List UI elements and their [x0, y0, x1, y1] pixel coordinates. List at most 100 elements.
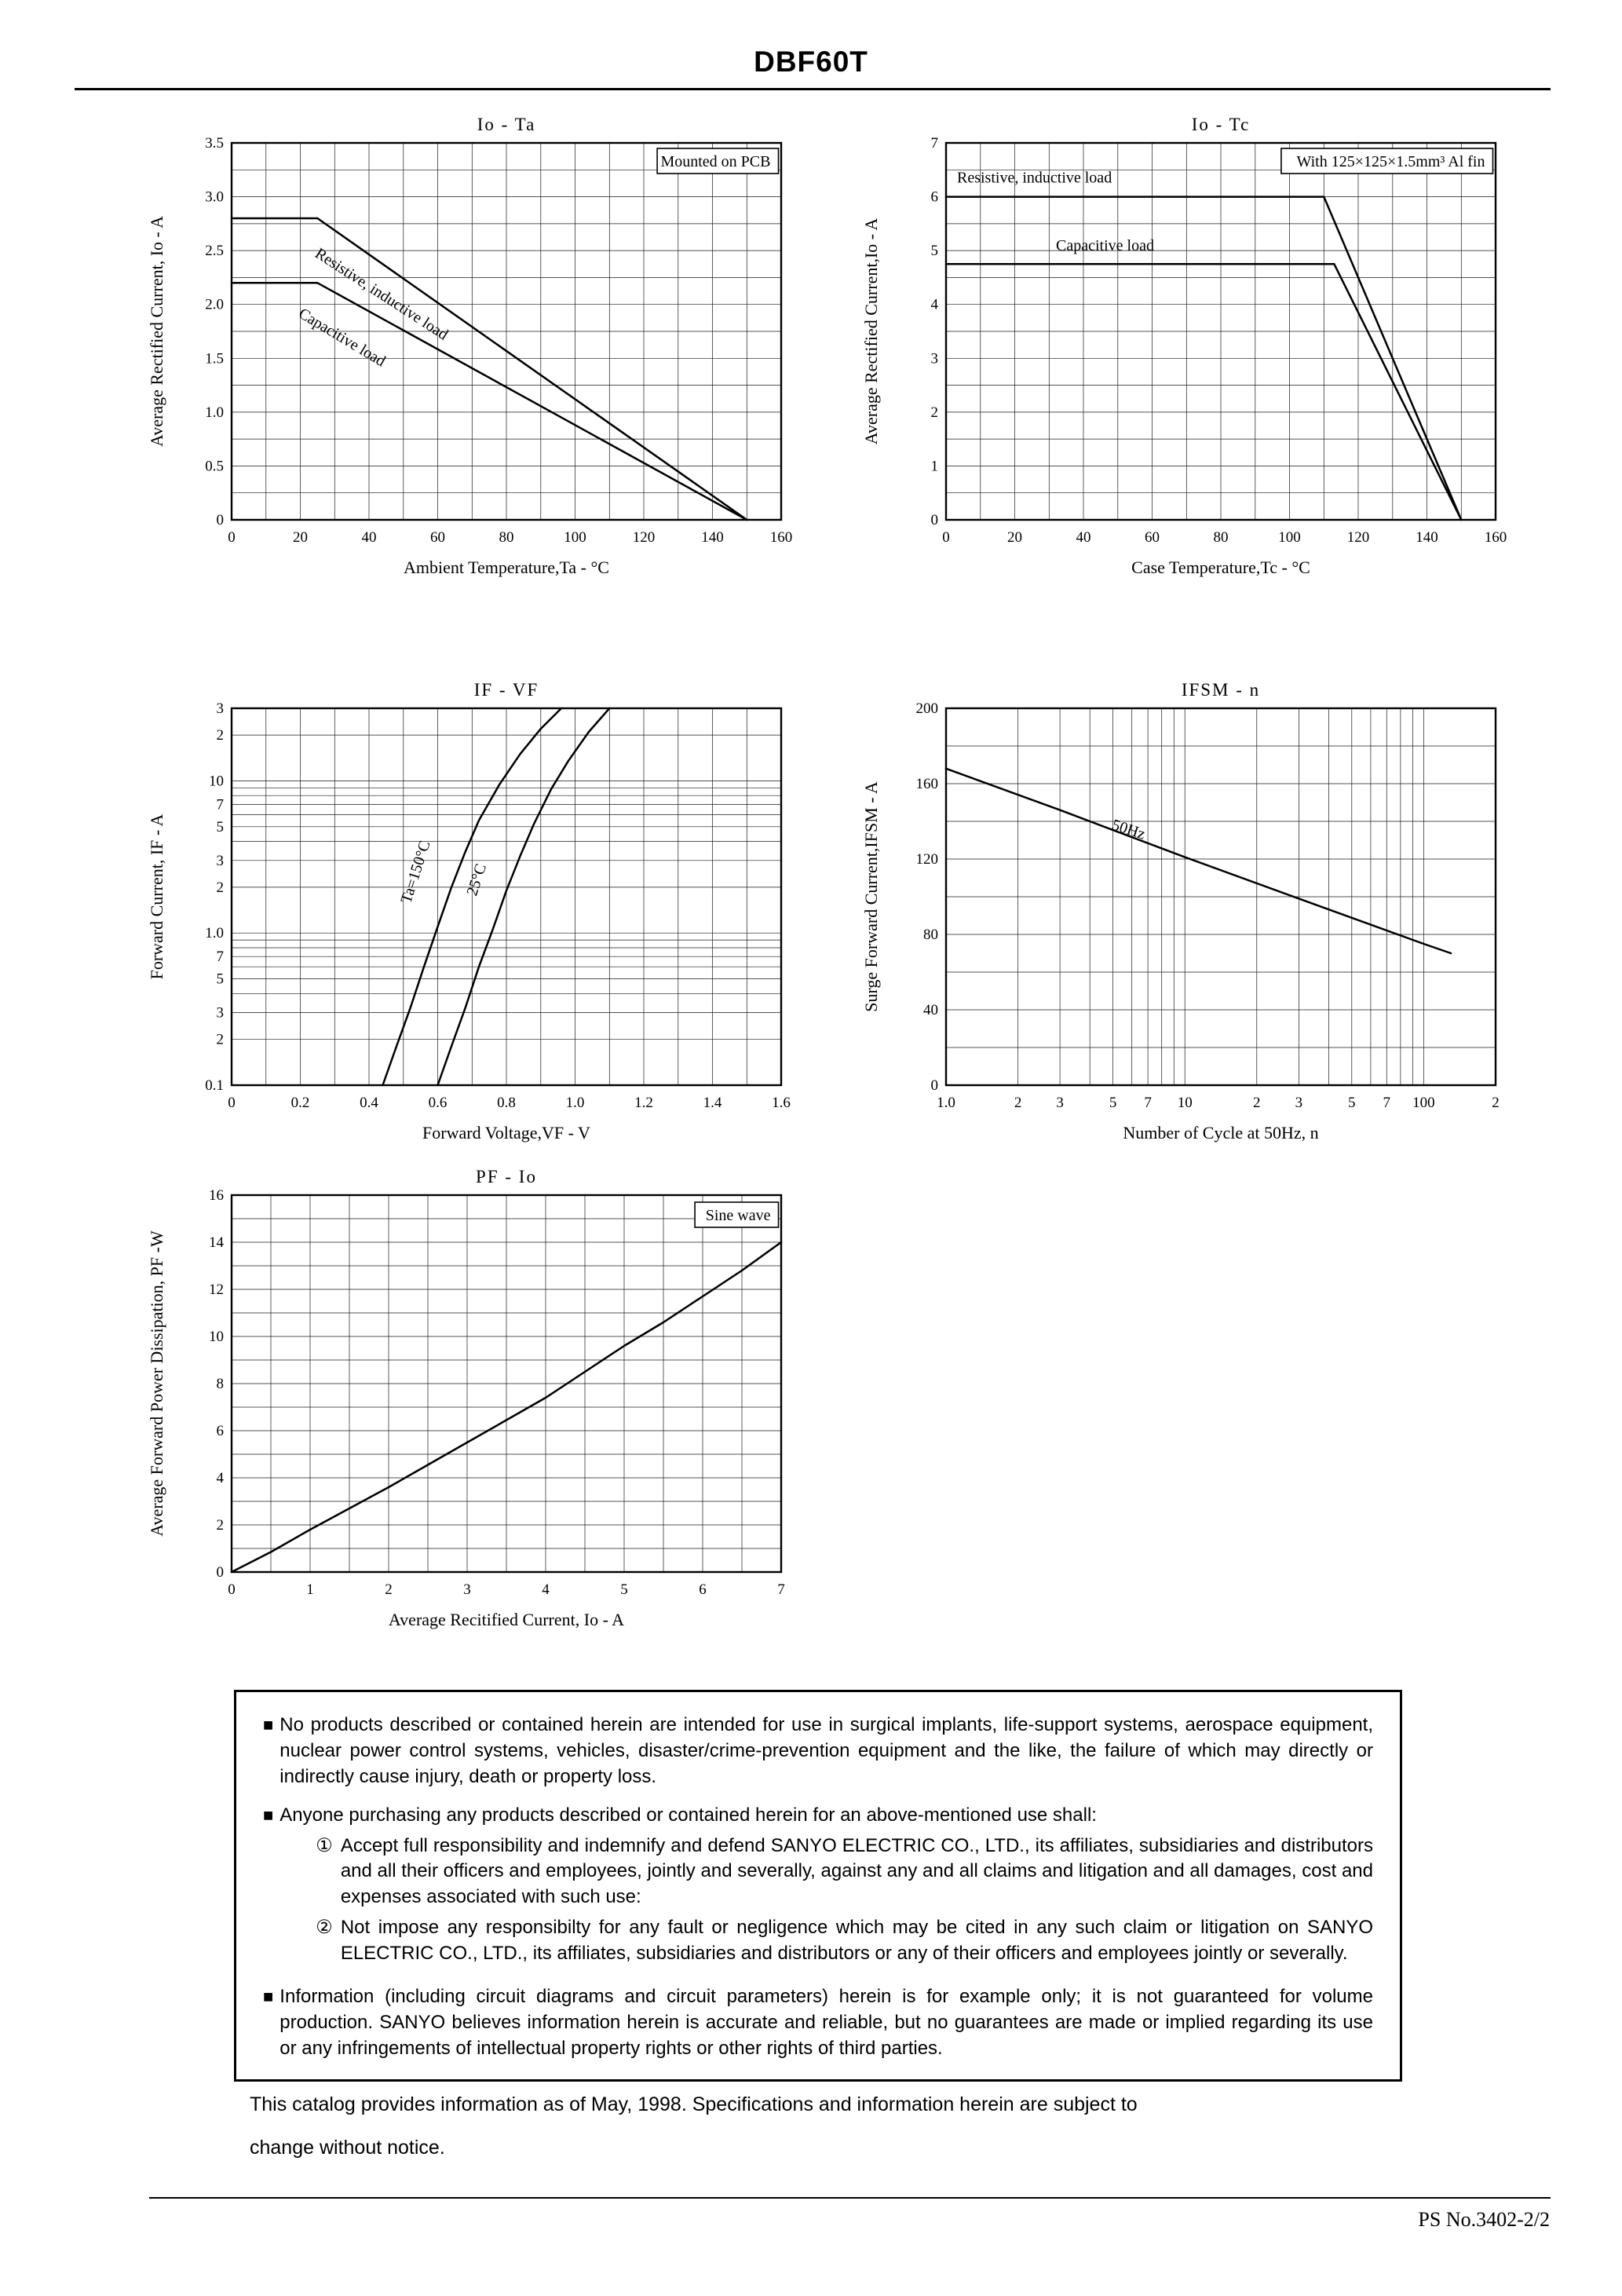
- svg-text:Mounted on PCB: Mounted on PCB: [660, 153, 770, 170]
- svg-text:Case Temperature,Tc - °C: Case Temperature,Tc - °C: [1131, 558, 1310, 577]
- chart-ifsm-n: 1.0 2 3 5 7 10 2 3 5 7 100 2 0 40 80 120 160 200 50Hz IFSM …: [852, 675, 1543, 1156]
- chart-pf-io: 0 1 2 3 4 5 6 7 0 2 4 6 8 10 12 14 16 Sine wave PF - Io Ave…: [137, 1162, 828, 1643]
- svg-text:3.5: 3.5: [205, 135, 224, 152]
- svg-text:Forward Current, IF - A: Forward Current, IF - A: [147, 813, 166, 979]
- svg-text:1.0: 1.0: [937, 1095, 955, 1111]
- svg-text:1.2: 1.2: [634, 1095, 653, 1111]
- disclaimer-subitem: ② Not impose any responsibilty for any f…: [316, 1915, 1373, 1967]
- svg-text:80: 80: [499, 529, 514, 546]
- svg-text:0: 0: [942, 529, 950, 546]
- disclaimer-item: ■ No products described or contained her…: [263, 1713, 1373, 1790]
- svg-text:20: 20: [1007, 529, 1022, 546]
- svg-text:2: 2: [217, 1517, 225, 1534]
- svg-text:20: 20: [293, 529, 308, 546]
- svg-text:Io - Ta: Io - Ta: [477, 115, 536, 134]
- svg-text:Number of Cycle at 50Hz, n: Number of Cycle at 50Hz, n: [1123, 1123, 1318, 1143]
- svg-text:Capacitive load: Capacitive load: [1056, 237, 1154, 254]
- svg-text:7: 7: [931, 135, 939, 152]
- svg-text:120: 120: [916, 851, 939, 868]
- svg-text:4: 4: [931, 297, 939, 313]
- svg-text:10: 10: [1178, 1095, 1193, 1111]
- svg-text:40: 40: [1076, 529, 1091, 546]
- square-bullet-icon: ■: [263, 1804, 274, 1825]
- svg-text:100: 100: [564, 529, 586, 546]
- svg-text:2: 2: [217, 727, 225, 744]
- svg-text:5: 5: [931, 243, 939, 259]
- svg-text:5: 5: [1348, 1095, 1356, 1111]
- svg-text:6: 6: [931, 189, 939, 206]
- svg-text:0: 0: [931, 1077, 939, 1094]
- svg-text:0: 0: [217, 512, 225, 528]
- svg-text:7: 7: [777, 1581, 785, 1598]
- svg-text:1.6: 1.6: [772, 1095, 791, 1111]
- svg-text:200: 200: [916, 700, 939, 717]
- svg-text:160: 160: [916, 776, 939, 792]
- circled-one-icon: ①: [316, 1834, 333, 1856]
- svg-text:14: 14: [209, 1234, 225, 1251]
- svg-text:100: 100: [1412, 1095, 1435, 1111]
- top-rule: [75, 88, 1551, 90]
- svg-text:6: 6: [217, 1423, 225, 1439]
- svg-text:7: 7: [1144, 1095, 1152, 1111]
- svg-text:0: 0: [217, 1564, 225, 1581]
- chart-svg: 0 0.2 0.4 0.6 0.8 1.0 1.2 1.4 1.6 0.1 2 3 5 7 1.0 2 3 5 7 1…: [147, 680, 791, 1143]
- svg-text:3: 3: [217, 700, 225, 717]
- svg-text:50Hz: 50Hz: [1109, 816, 1147, 843]
- svg-text:2: 2: [385, 1581, 393, 1598]
- svg-text:80: 80: [923, 927, 938, 943]
- svg-text:160: 160: [770, 529, 793, 546]
- svg-text:0: 0: [931, 512, 939, 528]
- svg-text:Average Rectified Current, Io: Average Rectified Current, Io - A: [147, 216, 166, 447]
- svg-text:2: 2: [217, 879, 225, 896]
- disclaimer-item: ■ Anyone purchasing any products describ…: [263, 1803, 1373, 1972]
- square-bullet-icon: ■: [263, 1715, 274, 1735]
- disclaimer-box: ■ No products described or contained her…: [234, 1690, 1402, 2082]
- svg-text:0.1: 0.1: [205, 1077, 224, 1094]
- svg-text:2: 2: [1492, 1095, 1500, 1111]
- disclaimer-item: ■ Information (including circuit diagram…: [263, 1984, 1373, 2062]
- svg-text:1.0: 1.0: [205, 404, 224, 421]
- svg-text:7: 7: [1383, 1095, 1391, 1111]
- circled-two-icon: ②: [316, 1917, 333, 1939]
- svg-text:1.0: 1.0: [566, 1095, 585, 1111]
- disclaimer-subtext: Accept full responsibility and indemnify…: [340, 1834, 1373, 1908]
- svg-text:IFSM - n: IFSM - n: [1182, 680, 1260, 700]
- svg-text:40: 40: [362, 529, 377, 546]
- svg-text:Ta=150°C: Ta=150°C: [397, 839, 433, 905]
- svg-text:0: 0: [228, 1581, 236, 1598]
- svg-text:Sine wave: Sine wave: [706, 1207, 771, 1224]
- svg-text:7: 7: [217, 949, 225, 965]
- svg-text:Ambient Temperature,Ta - °C: Ambient Temperature,Ta - °C: [404, 558, 609, 577]
- svg-text:140: 140: [701, 529, 724, 546]
- disclaimer-subitem: ① Accept full responsibility and indemni…: [316, 1834, 1373, 1911]
- svg-text:160: 160: [1485, 529, 1507, 546]
- disclaimer-text: Anyone purchasing any products described…: [279, 1804, 1097, 1826]
- svg-text:0.4: 0.4: [360, 1095, 378, 1111]
- svg-text:10: 10: [209, 1329, 224, 1345]
- svg-text:Forward Voltage,VF - V: Forward Voltage,VF - V: [422, 1123, 590, 1143]
- svg-text:40: 40: [923, 1002, 938, 1018]
- svg-text:5: 5: [217, 971, 225, 988]
- svg-text:100: 100: [1278, 529, 1301, 546]
- svg-text:3: 3: [463, 1581, 471, 1598]
- chart-io-tc: 0 20 40 60 80 100 120 140 160 0 1 2 3 4 5 6 7 With 125×12…: [852, 110, 1543, 590]
- svg-text:3: 3: [1056, 1095, 1064, 1111]
- svg-text:4: 4: [542, 1581, 550, 1598]
- svg-text:3: 3: [1295, 1095, 1303, 1111]
- chart-svg: 1.0 2 3 5 7 10 2 3 5 7 100 2 0 40 80 120 160 200 50Hz IFSM …: [861, 680, 1500, 1143]
- svg-text:Average Forward Power Dissipat: Average Forward Power Dissipation, PF -W: [147, 1230, 166, 1537]
- footer-note: This catalog provides information as of …: [250, 2092, 1364, 2177]
- svg-text:Average Rectified Current,Io: Average Rectified Current,Io - A: [861, 218, 881, 445]
- svg-text:120: 120: [1347, 529, 1370, 546]
- page-title: DBF60T: [754, 46, 868, 78]
- doc-number: PS No.3402-2/2: [1418, 2208, 1550, 2231]
- svg-text:With 125×125×1.5mm³ Al fin: With 125×125×1.5mm³ Al fin: [1297, 153, 1485, 170]
- svg-text:1.0: 1.0: [205, 925, 224, 941]
- disclaimer-text: Information (including circuit diagrams …: [279, 1985, 1373, 2059]
- chart-io-ta: 0 20 40 60 80 100 120 140 160 0 0.5 1.0 1.5 2.0 2.5 3.0…: [137, 110, 828, 590]
- svg-text:0.5: 0.5: [205, 458, 224, 474]
- svg-text:25°C: 25°C: [463, 861, 490, 898]
- chart-if-vf: 0 0.2 0.4 0.6 0.8 1.0 1.2 1.4 1.6 0.1 2 3 5 7 1.0 2 3 5 7 1…: [137, 675, 828, 1156]
- square-bullet-icon: ■: [263, 1986, 274, 2006]
